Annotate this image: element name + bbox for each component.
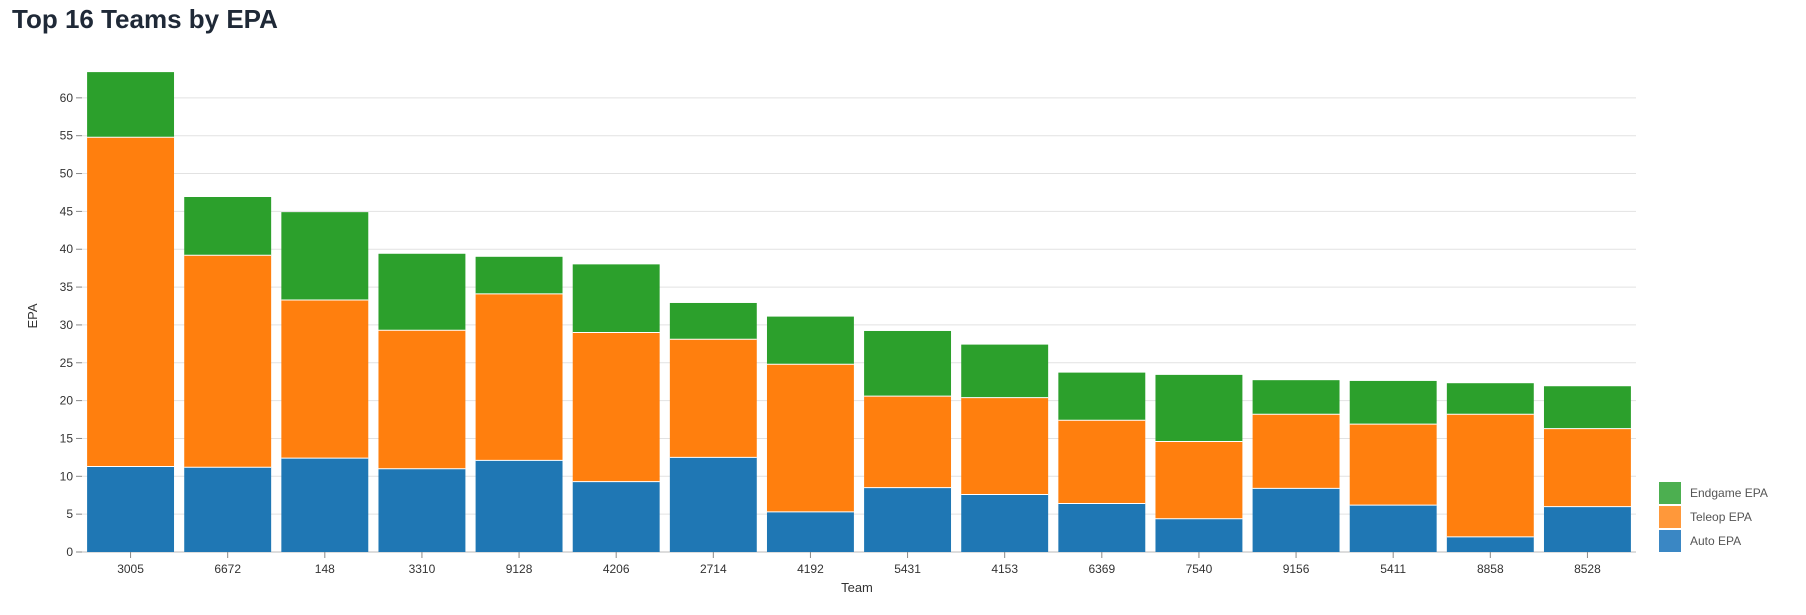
y-tick-label: 40: [60, 242, 74, 256]
y-tick-label: 5: [66, 507, 73, 521]
x-axis-label: Team: [841, 580, 873, 595]
y-tick-label: 10: [60, 469, 74, 483]
bar-endgame-epa-9156[interactable]: [1252, 380, 1340, 415]
legend-label: Teleop EPA: [1690, 510, 1752, 524]
x-tick-label: 3005: [117, 562, 144, 576]
bar-endgame-epa-148[interactable]: [281, 212, 369, 300]
bar-endgame-epa-3005[interactable]: [87, 72, 175, 138]
y-axis-label: EPA: [25, 303, 40, 328]
bar-auto-epa-6672[interactable]: [184, 467, 272, 552]
bar-endgame-epa-7540[interactable]: [1155, 374, 1243, 442]
x-tick-label: 9128: [506, 562, 533, 576]
legend-swatch: [1659, 530, 1681, 552]
bar-teleop-epa-5411[interactable]: [1349, 424, 1437, 506]
x-tick-label: 4192: [797, 562, 824, 576]
x-tick-label: 9156: [1283, 562, 1310, 576]
bar-endgame-epa-2714[interactable]: [669, 302, 757, 340]
y-tick-label: 30: [60, 318, 74, 332]
y-tick-label: 50: [60, 167, 74, 181]
y-tick-label: 25: [60, 356, 74, 370]
x-tick-label: 8528: [1574, 562, 1601, 576]
x-tick-label: 6369: [1088, 562, 1115, 576]
x-tick-label: 5411: [1380, 562, 1406, 576]
legend-swatch: [1659, 482, 1681, 504]
bar-endgame-epa-8528[interactable]: [1543, 386, 1631, 429]
chart-title: Top 16 Teams by EPA: [12, 4, 278, 34]
bar-auto-epa-7540[interactable]: [1155, 518, 1243, 552]
bar-endgame-epa-3310[interactable]: [378, 253, 466, 331]
bar-endgame-epa-4153[interactable]: [961, 344, 1049, 398]
bar-teleop-epa-4206[interactable]: [572, 332, 660, 482]
bar-endgame-epa-6672[interactable]: [184, 197, 272, 256]
bar-teleop-epa-6672[interactable]: [184, 255, 272, 468]
y-tick-label: 45: [60, 204, 74, 218]
bar-endgame-epa-4206[interactable]: [572, 264, 660, 333]
bar-teleop-epa-8528[interactable]: [1543, 428, 1631, 507]
bar-auto-epa-4192[interactable]: [766, 511, 854, 552]
axes: EPA Team 0 5 10 15 20 25 30 35 40 45 50 55 60 3005 667…: [25, 91, 1601, 595]
y-tick-label: 0: [66, 545, 73, 559]
x-tick-label: 7540: [1186, 562, 1213, 576]
bar-teleop-epa-4153[interactable]: [961, 397, 1049, 495]
bar-teleop-epa-9128[interactable]: [475, 293, 563, 461]
bar-endgame-epa-5431[interactable]: [864, 330, 952, 397]
bar-auto-epa-4206[interactable]: [572, 481, 660, 552]
x-tick-label: 2714: [700, 562, 727, 576]
bar-teleop-epa-3310[interactable]: [378, 330, 466, 469]
bar-auto-epa-2714[interactable]: [669, 457, 757, 552]
bar-teleop-epa-8858[interactable]: [1446, 414, 1534, 537]
bar-auto-epa-3310[interactable]: [378, 468, 466, 552]
bar-endgame-epa-8858[interactable]: [1446, 383, 1534, 415]
bar-teleop-epa-4192[interactable]: [766, 364, 854, 512]
bar-endgame-epa-4192[interactable]: [766, 316, 854, 365]
bar-auto-epa-3005[interactable]: [87, 466, 175, 552]
bar-auto-epa-148[interactable]: [281, 458, 369, 552]
legend-label: Endgame EPA: [1690, 486, 1768, 500]
x-tick-label: 4206: [603, 562, 630, 576]
y-tick-label: 15: [60, 431, 74, 445]
bar-teleop-epa-6369[interactable]: [1058, 420, 1146, 504]
bar-teleop-epa-7540[interactable]: [1155, 441, 1243, 519]
x-tick-label: 148: [315, 562, 335, 576]
y-tick-label: 35: [60, 280, 74, 294]
x-tick-label: 5431: [894, 562, 921, 576]
bar-auto-epa-9156[interactable]: [1252, 488, 1340, 552]
bar-teleop-epa-2714[interactable]: [669, 339, 757, 458]
y-tick-label: 20: [60, 394, 74, 408]
x-tick-label: 4153: [991, 562, 1018, 576]
bar-auto-epa-4153[interactable]: [961, 494, 1049, 552]
bar-auto-epa-6369[interactable]: [1058, 503, 1146, 552]
x-tick-label: 3310: [409, 562, 436, 576]
bar-endgame-epa-6369[interactable]: [1058, 372, 1146, 421]
bar-auto-epa-9128[interactable]: [475, 460, 563, 552]
bar-teleop-epa-9156[interactable]: [1252, 414, 1340, 489]
y-tick-label: 60: [60, 91, 74, 105]
bar-teleop-epa-148[interactable]: [281, 299, 369, 459]
bar-teleop-epa-5431[interactable]: [864, 396, 952, 488]
bar-auto-epa-8528[interactable]: [1543, 506, 1631, 552]
x-tick-label: 8858: [1477, 562, 1504, 576]
bar-auto-epa-5431[interactable]: [864, 487, 952, 552]
legend-label: Auto EPA: [1690, 534, 1741, 548]
x-tick-label: 6672: [214, 562, 241, 576]
bar-series: [87, 72, 1631, 552]
bar-endgame-epa-5411[interactable]: [1349, 380, 1437, 425]
bar-auto-epa-8858[interactable]: [1446, 536, 1534, 552]
legend-swatch: [1659, 506, 1681, 528]
y-tick-label: 55: [60, 129, 74, 143]
bar-teleop-epa-3005[interactable]: [87, 137, 175, 467]
legend: Endgame EPA Teleop EPA Auto EPA: [1659, 482, 1768, 552]
bar-endgame-epa-9128[interactable]: [475, 256, 563, 294]
bar-auto-epa-5411[interactable]: [1349, 505, 1437, 552]
